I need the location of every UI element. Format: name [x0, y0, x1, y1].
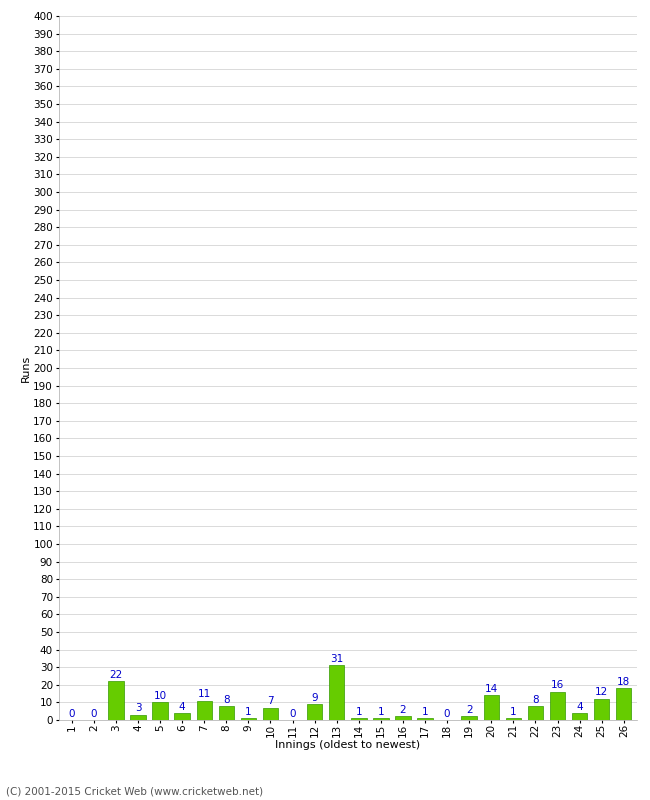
Bar [152, 702, 168, 720]
Text: 1: 1 [356, 707, 362, 717]
Text: 31: 31 [330, 654, 343, 664]
Bar [240, 718, 256, 720]
Text: 22: 22 [109, 670, 123, 680]
Text: 9: 9 [311, 693, 318, 702]
Text: 10: 10 [153, 691, 166, 701]
X-axis label: Innings (oldest to newest): Innings (oldest to newest) [275, 740, 421, 750]
Bar [594, 699, 610, 720]
Text: 18: 18 [617, 677, 630, 687]
Bar [174, 713, 190, 720]
Bar [550, 692, 566, 720]
Bar [329, 666, 344, 720]
Text: 7: 7 [267, 696, 274, 706]
Text: 8: 8 [532, 694, 539, 705]
Bar [484, 695, 499, 720]
Bar [196, 701, 212, 720]
Text: 8: 8 [223, 694, 229, 705]
Text: 16: 16 [551, 681, 564, 690]
Text: 2: 2 [400, 705, 406, 715]
Bar [307, 704, 322, 720]
Bar [462, 717, 477, 720]
Text: 0: 0 [444, 709, 450, 718]
Text: 11: 11 [198, 690, 211, 699]
Text: (C) 2001-2015 Cricket Web (www.cricketweb.net): (C) 2001-2015 Cricket Web (www.cricketwe… [6, 786, 264, 796]
Bar [263, 708, 278, 720]
Text: 4: 4 [577, 702, 583, 711]
Text: 1: 1 [422, 707, 428, 717]
Text: 0: 0 [90, 709, 97, 718]
Text: 0: 0 [68, 709, 75, 718]
Bar [528, 706, 543, 720]
Text: 4: 4 [179, 702, 185, 711]
Bar [616, 688, 632, 720]
Text: 3: 3 [135, 703, 141, 714]
Bar [130, 714, 146, 720]
Text: 1: 1 [245, 707, 252, 717]
Bar [373, 718, 389, 720]
Bar [506, 718, 521, 720]
Bar [417, 718, 433, 720]
Text: 2: 2 [466, 705, 473, 715]
Text: 12: 12 [595, 687, 608, 698]
Bar [108, 682, 124, 720]
Bar [218, 706, 234, 720]
Bar [572, 713, 588, 720]
Bar [351, 718, 367, 720]
Text: 0: 0 [289, 709, 296, 718]
Text: 1: 1 [510, 707, 517, 717]
Text: 14: 14 [485, 684, 498, 694]
Bar [395, 717, 411, 720]
Text: 1: 1 [378, 707, 384, 717]
Y-axis label: Runs: Runs [20, 354, 31, 382]
